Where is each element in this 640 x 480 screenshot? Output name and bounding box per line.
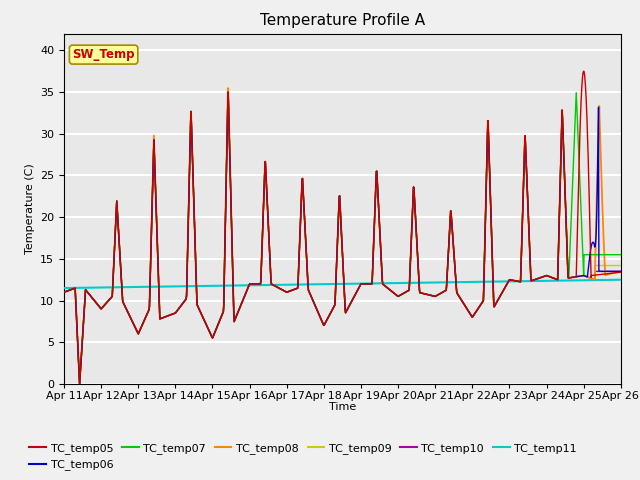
TC_temp08: [617, 268, 625, 274]
TC_temp07: [126, 314, 134, 320]
TC_temp09: [617, 263, 625, 268]
Y-axis label: Temperature (C): Temperature (C): [24, 163, 35, 254]
TC_temp09: [225, 89, 232, 95]
TC_temp08: [319, 320, 326, 325]
TC_temp05: [60, 289, 68, 295]
TC_temp10: [225, 89, 232, 95]
TC_temp06: [297, 206, 305, 212]
TC_temp06: [617, 268, 625, 274]
TC_temp10: [308, 297, 316, 302]
TC_temp05: [318, 319, 326, 324]
Line: TC_temp05: TC_temp05: [64, 71, 621, 384]
Line: TC_temp10: TC_temp10: [64, 92, 621, 384]
TC_temp08: [126, 314, 134, 320]
TC_temp06: [60, 289, 68, 295]
Line: TC_temp08: TC_temp08: [64, 88, 621, 384]
TC_temp05: [308, 296, 316, 301]
TC_temp11: [617, 277, 625, 283]
TC_temp07: [617, 252, 625, 258]
TC_temp06: [378, 263, 385, 269]
TC_temp06: [225, 89, 232, 95]
TC_temp10: [60, 289, 68, 295]
TC_temp10: [319, 320, 326, 325]
TC_temp09: [297, 206, 305, 212]
TC_temp08: [308, 297, 316, 302]
TC_temp08: [104, 299, 111, 305]
TC_temp11: [103, 285, 111, 290]
TC_temp07: [225, 89, 232, 95]
TC_temp07: [378, 263, 385, 269]
TC_temp10: [76, 381, 83, 387]
TC_temp07: [319, 320, 326, 325]
TC_temp10: [104, 299, 111, 305]
X-axis label: Time: Time: [329, 402, 356, 412]
TC_temp11: [318, 281, 326, 287]
TC_temp05: [297, 216, 305, 221]
TC_temp05: [126, 314, 134, 320]
TC_temp08: [225, 85, 232, 91]
TC_temp11: [377, 280, 385, 286]
Text: SW_Temp: SW_Temp: [72, 48, 135, 61]
TC_temp06: [76, 381, 83, 387]
TC_temp09: [76, 381, 83, 387]
Title: Temperature Profile A: Temperature Profile A: [260, 13, 425, 28]
TC_temp09: [319, 320, 326, 325]
TC_temp10: [378, 263, 385, 269]
TC_temp08: [76, 381, 83, 387]
TC_temp06: [308, 297, 316, 302]
TC_temp11: [296, 282, 304, 288]
TC_temp07: [76, 381, 83, 387]
Line: TC_temp11: TC_temp11: [64, 280, 621, 288]
TC_temp06: [104, 299, 111, 305]
TC_temp11: [60, 285, 68, 291]
TC_temp08: [60, 289, 68, 295]
TC_temp07: [60, 289, 68, 295]
TC_temp07: [297, 206, 305, 212]
TC_temp05: [580, 68, 588, 74]
TC_temp09: [60, 289, 68, 295]
TC_temp07: [104, 299, 111, 305]
Legend: TC_temp05, TC_temp06, TC_temp07, TC_temp08, TC_temp09, TC_temp10, TC_temp11: TC_temp05, TC_temp06, TC_temp07, TC_temp…: [25, 439, 581, 475]
TC_temp08: [297, 206, 305, 212]
TC_temp05: [104, 299, 111, 305]
TC_temp10: [297, 206, 305, 212]
TC_temp06: [319, 320, 326, 325]
TC_temp11: [308, 281, 316, 287]
TC_temp05: [617, 269, 625, 275]
TC_temp09: [104, 299, 111, 305]
Line: TC_temp09: TC_temp09: [64, 92, 621, 384]
TC_temp10: [617, 268, 625, 274]
TC_temp08: [378, 263, 385, 269]
Line: TC_temp06: TC_temp06: [64, 92, 621, 384]
TC_temp09: [308, 297, 316, 302]
TC_temp09: [126, 314, 134, 320]
TC_temp10: [126, 314, 134, 320]
TC_temp07: [308, 297, 316, 302]
TC_temp06: [126, 314, 134, 320]
Line: TC_temp07: TC_temp07: [64, 92, 621, 384]
TC_temp05: [76, 381, 83, 387]
TC_temp09: [378, 263, 385, 269]
TC_temp11: [126, 284, 134, 290]
TC_temp05: [378, 256, 385, 262]
